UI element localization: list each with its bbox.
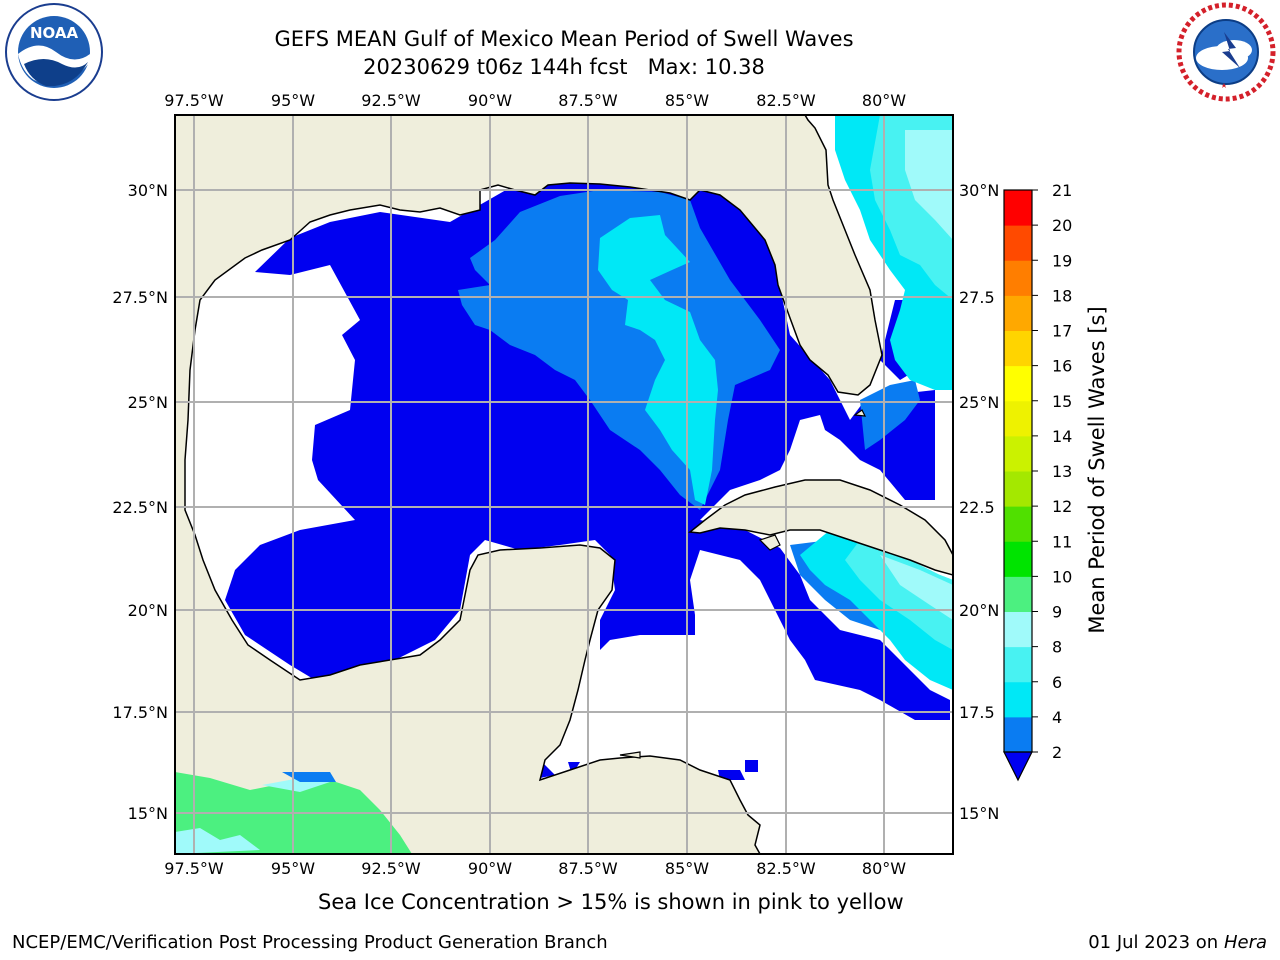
lat-label: 27.5°N	[112, 288, 168, 307]
lon-label: 95°W	[271, 859, 315, 878]
lat-label: 25°N	[128, 393, 168, 412]
colorbar-swatch	[1004, 400, 1032, 437]
colorbar-tick-label: 21	[1052, 181, 1072, 200]
footer-host: Hera	[1223, 932, 1267, 953]
lon-label: 92.5°W	[361, 859, 421, 878]
colorbar-swatch	[1004, 681, 1032, 718]
footer-date: 01 Jul 2023 on Hera	[1088, 932, 1267, 953]
lon-label: 85°W	[665, 859, 709, 878]
lat-label: 30°N	[128, 181, 168, 200]
lat-label: 15°N	[959, 804, 999, 823]
colorbar-tick-label: 20	[1052, 216, 1072, 235]
lon-label: 90°W	[468, 91, 512, 110]
colorbar-swatch	[1004, 295, 1032, 331]
lon-label: 87.5°W	[558, 91, 618, 110]
lon-label: 82.5°W	[756, 91, 816, 110]
land-islands	[619, 409, 867, 759]
colorbar-swatch	[1004, 646, 1032, 683]
colorbar-swatch	[1004, 260, 1032, 296]
colorbar-tick-label: 9	[1052, 603, 1062, 622]
lon-labels-top: 97.5°W 95°W 92.5°W 90°W 87.5°W 85°W 82.5…	[164, 91, 906, 110]
lat-label: 17.5	[959, 703, 995, 722]
lat-label: 25°N	[959, 393, 999, 412]
swell-fill-pacific-9-10s	[175, 778, 330, 854]
lon-label: 80°W	[862, 91, 906, 110]
chart-title: GEFS MEAN Gulf of Mexico Mean Period of …	[274, 27, 854, 51]
lon-label: 80°W	[862, 859, 906, 878]
gridlines	[175, 115, 953, 854]
map-area	[175, 115, 953, 854]
lon-label: 92.5°W	[361, 91, 421, 110]
lat-labels-right: 30°N 27.5 25°N 22.5 20°N 17.5 15°N	[959, 181, 999, 823]
lat-label: 22.5	[959, 498, 995, 517]
lon-label: 95°W	[271, 91, 315, 110]
colorbar-tick-label: 19	[1052, 251, 1072, 270]
colorbar-tick-label: 14	[1052, 427, 1072, 446]
colorbar-swatch	[1004, 190, 1032, 226]
caption: Sea Ice Concentration > 15% is shown in …	[318, 890, 904, 914]
colorbar-swatch	[1004, 576, 1032, 612]
map-frame	[174, 114, 954, 855]
swell-fill-9-10s	[880, 130, 953, 620]
colorbar-tick-label: 4	[1052, 708, 1062, 727]
lat-labels-left: 30°N 27.5°N 25°N 22.5°N 20°N 17.5°N 15°N	[112, 181, 168, 823]
lat-label: 27.5	[959, 288, 995, 307]
lon-label: 90°W	[468, 859, 512, 878]
colorbar-tick-label: 2	[1052, 743, 1062, 762]
colorbar-tick-label: 12	[1052, 497, 1072, 516]
colorbar-swatch	[1004, 330, 1032, 367]
lat-label: 30°N	[959, 181, 999, 200]
colorbar-tick-label: 11	[1052, 532, 1072, 551]
lon-label: 82.5°W	[756, 859, 816, 878]
lon-label: 97.5°W	[164, 859, 224, 878]
lat-label: 22.5°N	[112, 498, 168, 517]
lon-label: 85°W	[665, 91, 709, 110]
colorbar-swatch	[1004, 541, 1032, 577]
colorbar-tick-label: 17	[1052, 322, 1072, 341]
swell-fill-2-4s-carib	[540, 760, 758, 780]
colorbar-tick-label: 16	[1052, 357, 1072, 376]
colorbar-swatch	[1004, 225, 1032, 261]
lat-label: 20°N	[959, 601, 999, 620]
lat-label: 17.5°N	[112, 703, 168, 722]
colorbar-swatch	[1004, 365, 1032, 402]
footer-date-text: 01 Jul 2023 on	[1088, 932, 1224, 953]
colorbar-extend-arrow	[1003, 751, 1033, 782]
land-cuba	[688, 479, 953, 576]
lon-labels-bottom: 97.5°W 95°W 92.5°W 90°W 87.5°W 85°W 82.5…	[164, 859, 906, 878]
colorbar-swatch	[1004, 435, 1032, 472]
swell-fill-8-9s	[845, 115, 953, 650]
colorbar-tick-label: 8	[1052, 638, 1062, 657]
colorbar-tick-label: 10	[1052, 567, 1072, 586]
lon-label: 87.5°W	[558, 859, 618, 878]
chart-subtitle: 20230629 t06z 144h fcst Max: 10.38	[363, 55, 765, 79]
nws-logo	[1176, 2, 1276, 102]
colorbar-swatch	[1004, 506, 1032, 542]
colorbar-tick-label: 6	[1052, 673, 1062, 692]
noaa-logo: NOAA	[5, 3, 103, 101]
colorbar-tick-label: 18	[1052, 286, 1072, 305]
colorbar-title: Mean Period of Swell Waves [s]	[1085, 306, 1109, 634]
colorbar: 2 4 6 8 9 10 11 12 13 14 15 16 17 18 19 20 21	[1003, 181, 1072, 782]
lat-label: 20°N	[128, 601, 168, 620]
noaa-logo-text: NOAA	[30, 24, 79, 42]
swell-fill-pacific-2-4s	[282, 772, 336, 782]
colorbar-swatch	[1004, 471, 1032, 507]
colorbar-swatch	[1004, 716, 1032, 753]
colorbar-tick-label: 13	[1052, 462, 1072, 481]
colorbar-swatch	[1004, 611, 1032, 648]
colorbar-tick-label: 15	[1052, 392, 1072, 411]
lat-label: 15°N	[128, 804, 168, 823]
footer-branch: NCEP/EMC/Verification Post Processing Pr…	[12, 932, 608, 953]
lon-label: 97.5°W	[164, 91, 224, 110]
